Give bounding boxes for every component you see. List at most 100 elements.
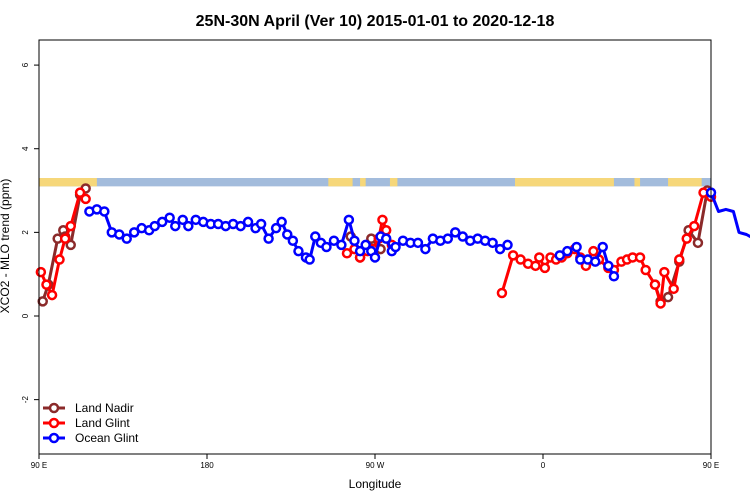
series-point-2-71 bbox=[608, 271, 620, 282]
series-point-2-32 bbox=[304, 254, 315, 265]
series-point-1-23 bbox=[539, 262, 551, 274]
legend-item-2: Ocean Glint bbox=[43, 431, 139, 445]
series-point-0-18 bbox=[692, 237, 704, 249]
series-point-2-12 bbox=[170, 220, 181, 232]
series-point-2-38 bbox=[343, 214, 355, 226]
land-segment-4 bbox=[515, 178, 614, 187]
series-point-2-2 bbox=[99, 206, 110, 217]
series-point-2-14 bbox=[183, 220, 194, 232]
series-point-2-11 bbox=[164, 212, 175, 223]
series-point-1-43 bbox=[668, 283, 679, 295]
series-point-1-42 bbox=[659, 266, 670, 278]
legend-marker-2 bbox=[48, 432, 60, 444]
series-point-2-29 bbox=[287, 235, 299, 246]
land-segment-6 bbox=[668, 178, 702, 187]
series-point-2-6 bbox=[128, 227, 140, 238]
series-point-1-46 bbox=[688, 220, 700, 232]
land-ocean-strip bbox=[39, 178, 711, 187]
series-point-2-10 bbox=[156, 216, 168, 228]
series-point-1-44 bbox=[674, 254, 685, 265]
x-tick-label-4: 90 E bbox=[703, 461, 719, 470]
y-tick-label-0: -2 bbox=[21, 396, 30, 404]
y-axis: -2 0 2 4 6 bbox=[21, 62, 39, 403]
series-point-2-21 bbox=[235, 220, 246, 232]
land-segment-1 bbox=[328, 178, 353, 187]
series-point-2-41 bbox=[360, 239, 371, 251]
y-axis-label: XCO2 - MLO trend (ppm) bbox=[0, 179, 12, 314]
series-2 bbox=[84, 187, 750, 282]
x-tick-label-2: 90 W bbox=[366, 461, 385, 470]
series-point-1-0 bbox=[35, 266, 47, 278]
series-point-1-3 bbox=[54, 254, 65, 265]
series-point-1-41 bbox=[655, 298, 666, 309]
series-point-2-61 bbox=[494, 243, 506, 255]
series-point-1-31 bbox=[588, 245, 599, 257]
series-point-1-6 bbox=[74, 187, 86, 198]
series-point-2-37 bbox=[336, 239, 347, 251]
series-point-1-18 bbox=[507, 250, 519, 261]
series-point-2-70 bbox=[603, 260, 614, 272]
series-point-2-30 bbox=[293, 245, 304, 257]
series-point-2-65 bbox=[571, 241, 582, 253]
series-point-0-5 bbox=[65, 239, 76, 251]
series-point-1-14 bbox=[377, 214, 388, 226]
series-layer bbox=[35, 183, 750, 309]
series-point-1-39 bbox=[640, 264, 651, 276]
series-point-2-62 bbox=[502, 239, 513, 251]
y-tick-label-1: 0 bbox=[21, 313, 30, 318]
legend-label-1: Land Glint bbox=[75, 416, 130, 430]
series-point-2-68 bbox=[590, 256, 601, 267]
land-segment-2 bbox=[360, 178, 366, 187]
series-point-1-4 bbox=[59, 233, 71, 244]
legend-marker-0 bbox=[48, 402, 60, 414]
land-segment-3 bbox=[389, 178, 398, 187]
series-point-2-22 bbox=[242, 216, 254, 228]
series-point-2-63 bbox=[554, 250, 566, 261]
series-point-2-13 bbox=[177, 214, 188, 226]
series-point-2-4 bbox=[114, 229, 125, 240]
series-point-2-35 bbox=[321, 241, 332, 253]
y-tick-label-3: 4 bbox=[21, 146, 30, 151]
series-point-2-47 bbox=[390, 241, 401, 253]
series-point-1-22 bbox=[534, 252, 545, 263]
series-point-1-19 bbox=[515, 254, 526, 265]
series-point-2-25 bbox=[263, 233, 274, 244]
series-point-2-40 bbox=[354, 245, 366, 257]
series-point-0-15 bbox=[662, 291, 674, 303]
series-point-2-56 bbox=[457, 231, 468, 242]
series-point-2-54 bbox=[442, 233, 454, 244]
series-point-2-60 bbox=[487, 237, 498, 249]
ocean-strip bbox=[39, 178, 711, 187]
series-point-1-2 bbox=[46, 289, 58, 301]
series-point-2-33 bbox=[310, 231, 321, 242]
series-point-2-24 bbox=[255, 218, 267, 230]
legend-marker-1 bbox=[48, 417, 60, 429]
series-point-2-51 bbox=[420, 243, 431, 255]
series-point-1-38 bbox=[634, 252, 646, 263]
land-segment-5 bbox=[634, 178, 641, 187]
legend-label-2: Ocean Glint bbox=[75, 431, 139, 445]
series-point-1-1 bbox=[41, 279, 52, 290]
series-point-1-7 bbox=[80, 193, 91, 205]
series-point-2-64 bbox=[562, 245, 573, 257]
series-1 bbox=[35, 187, 717, 309]
x-tick-label-3: 0 bbox=[541, 461, 546, 470]
x-tick-label-1: 180 bbox=[200, 461, 214, 470]
series-point-2-28 bbox=[282, 229, 293, 240]
series-point-1-5 bbox=[65, 220, 76, 232]
x-axis-label: Longitude bbox=[349, 477, 402, 491]
series-point-1-21 bbox=[530, 260, 541, 272]
series-point-2-50 bbox=[412, 237, 424, 249]
x-tick-label-0: 90 E bbox=[31, 461, 47, 470]
series-line-2-2 bbox=[709, 192, 750, 239]
chart-title: 25N-30N April (Ver 10) 2015-01-01 to 202… bbox=[196, 13, 555, 30]
series-point-1-45 bbox=[681, 233, 692, 244]
series-point-2-43 bbox=[369, 252, 381, 263]
x-axis: 90 E 180 90 W 0 90 E bbox=[31, 454, 719, 470]
land-segment-0 bbox=[39, 178, 97, 187]
series-point-2-5 bbox=[121, 233, 132, 244]
series-point-2-39 bbox=[349, 235, 360, 246]
legend-item-0: Land Nadir bbox=[43, 401, 134, 415]
series-point-2-69 bbox=[597, 241, 608, 253]
